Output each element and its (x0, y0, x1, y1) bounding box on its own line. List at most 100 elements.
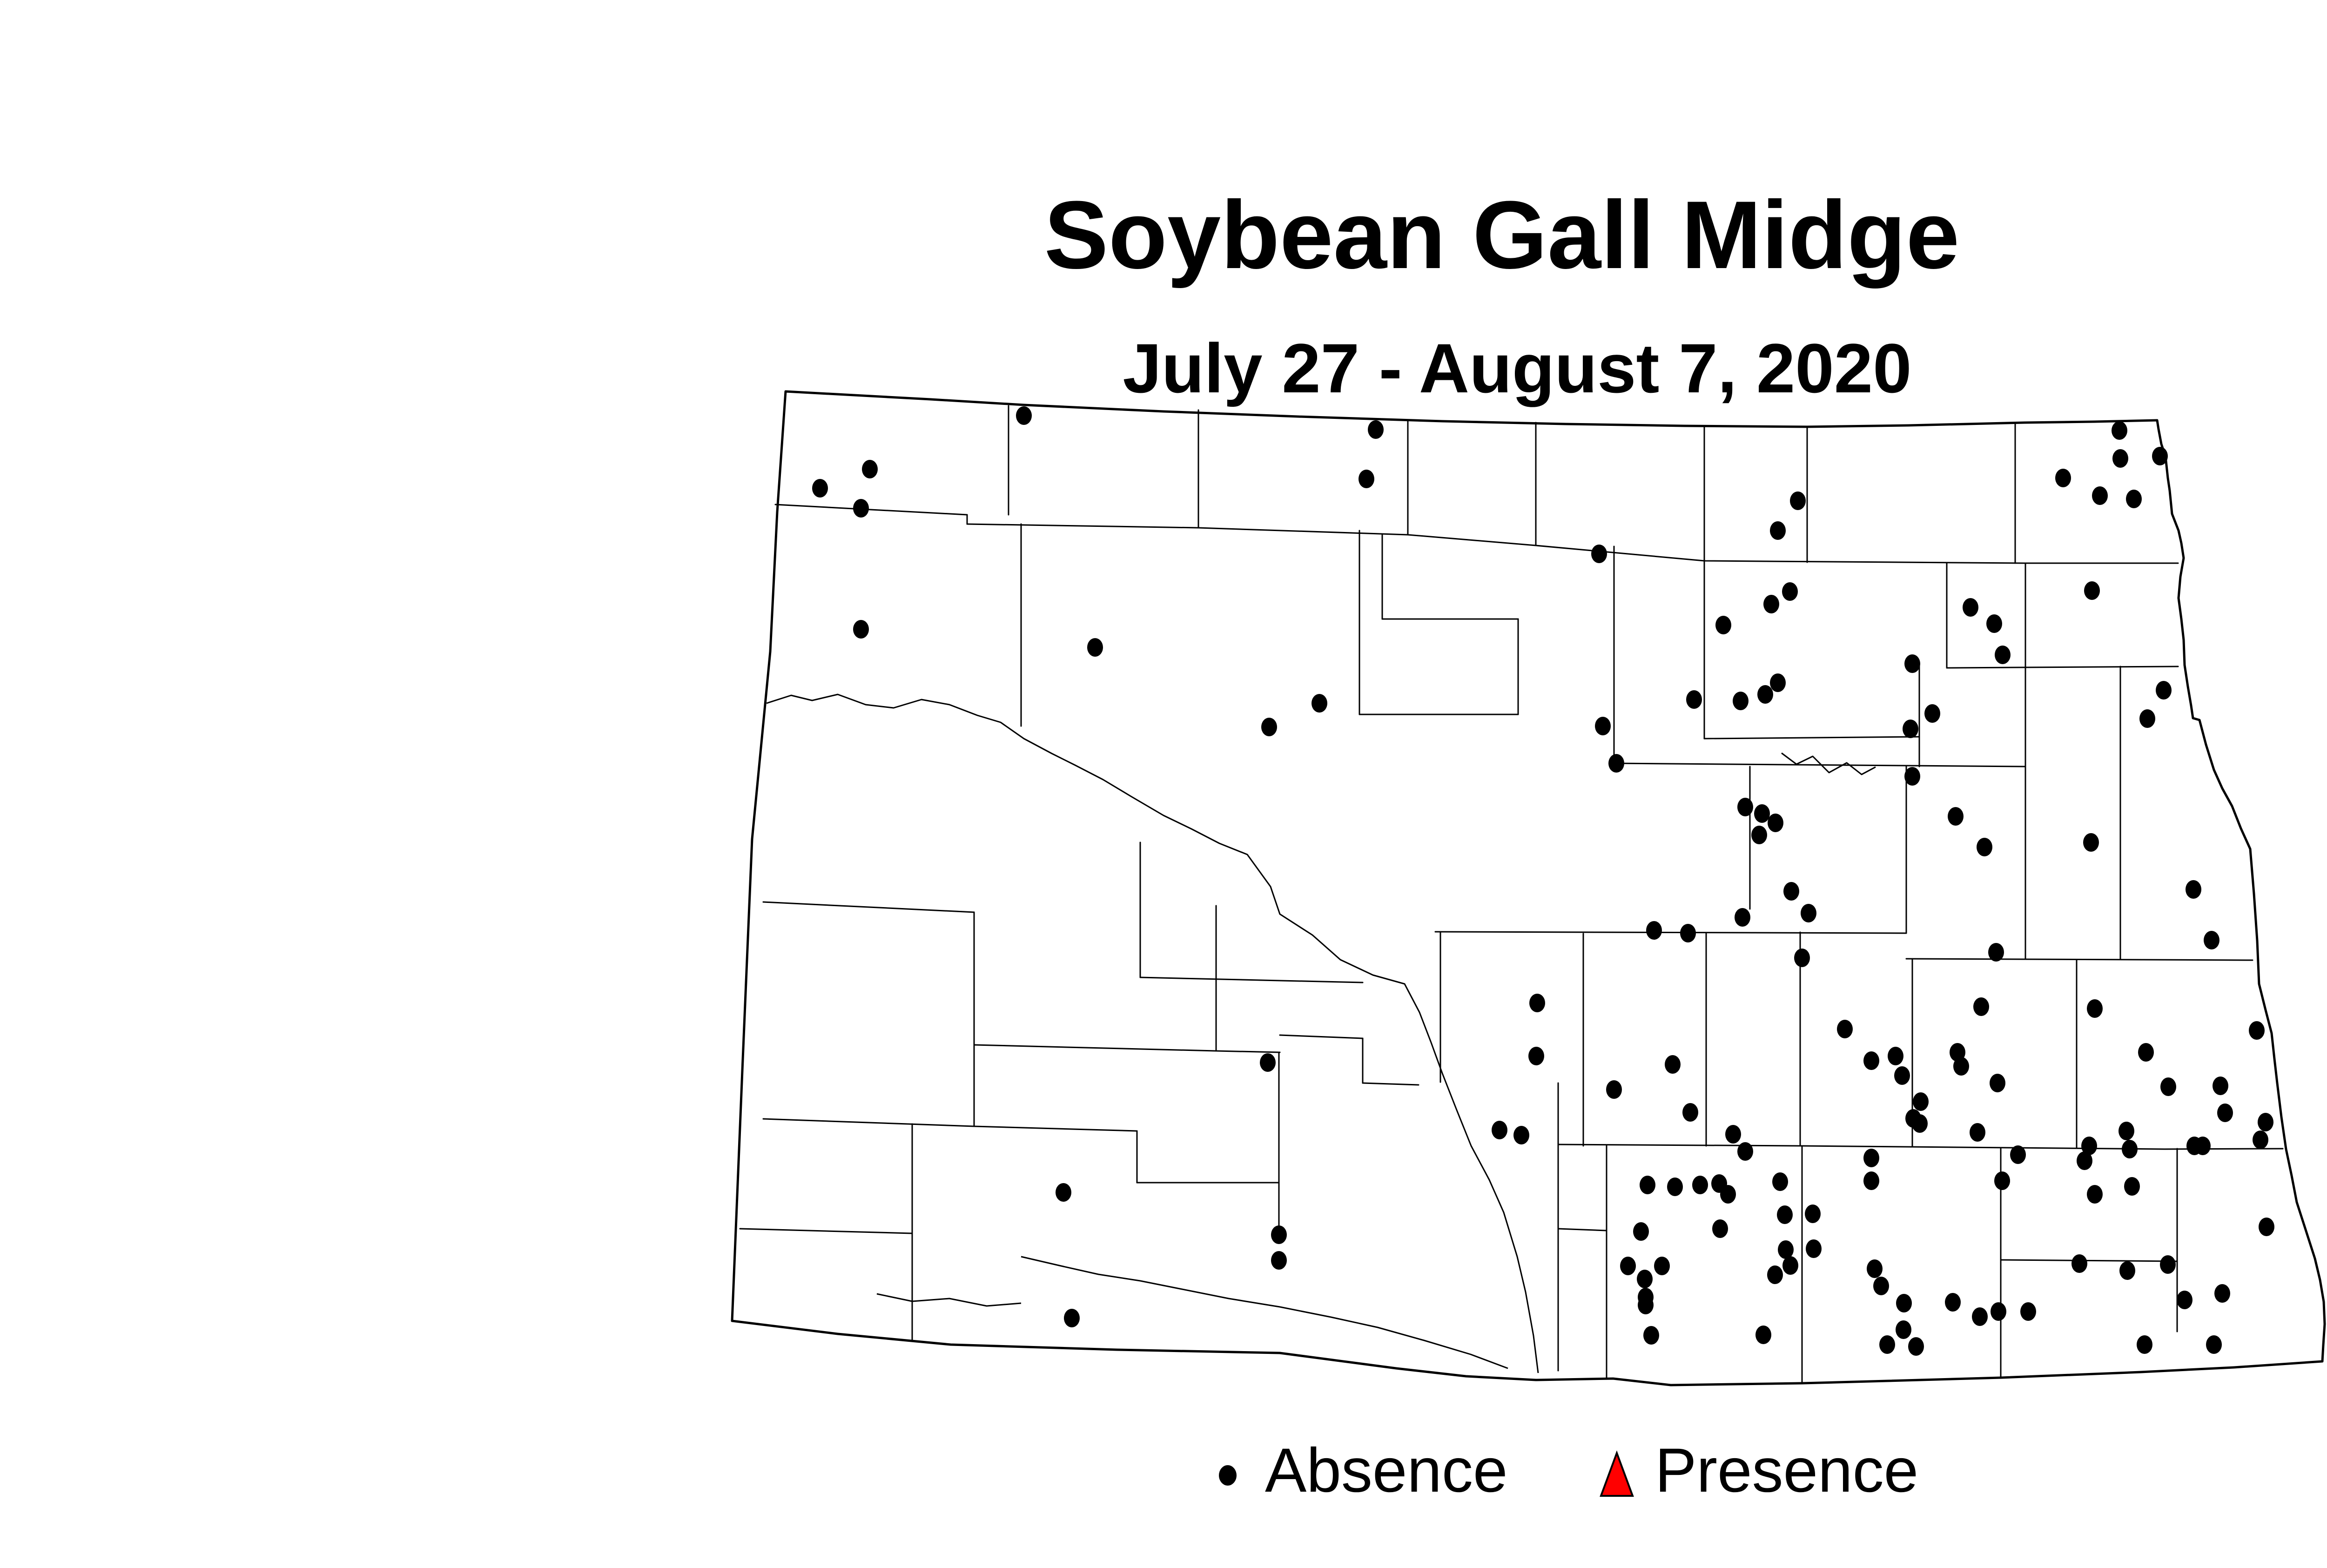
absence-dot (2071, 1254, 2087, 1273)
absence-dot (1896, 1320, 1911, 1339)
absence-dot (1368, 420, 1384, 439)
absence-dot (1064, 1309, 1080, 1327)
absence-dot (2213, 1077, 2228, 1095)
absence-dot (2119, 1122, 2134, 1140)
absence-dot (1801, 904, 1816, 922)
absence-dot (1770, 521, 1786, 540)
absence-dot (1654, 1257, 1670, 1275)
absence-dot (1896, 1294, 1912, 1312)
absence-dot (1606, 1080, 1622, 1099)
absence-dot (1359, 470, 1374, 488)
absence-dot (1994, 1171, 2010, 1190)
river-line (876, 1293, 1022, 1307)
absence-dot (1638, 1296, 1654, 1314)
absence-dot (1643, 1326, 1659, 1345)
absence-dot (2083, 833, 2099, 852)
absence-dot (1640, 1176, 1655, 1194)
absence-dot (2077, 1151, 2092, 1170)
county-line (2000, 1259, 2178, 1262)
page-title: Soybean Gall Midge (1044, 181, 1960, 289)
absence-dot (1751, 826, 1767, 844)
county-line (1905, 958, 2253, 961)
absence-dot (1608, 754, 1624, 773)
absence-dot (1770, 673, 1786, 692)
absence-dot (1879, 1335, 1895, 1354)
absence-dot (2160, 1077, 2176, 1096)
county-line (1703, 736, 1920, 740)
absence-dot (1763, 595, 1779, 613)
absence-dot (1988, 943, 2004, 962)
county-line (774, 504, 968, 516)
absence-dot (1867, 1259, 1883, 1278)
absence-dot (1692, 1176, 1708, 1194)
legend: Absence Presence (1219, 1436, 1918, 1505)
county-line (1279, 1034, 1364, 1039)
absence-dot (1837, 1020, 1853, 1038)
absence-dot (2139, 709, 2155, 728)
absence-dot (1863, 1171, 1879, 1190)
absence-dot (1591, 545, 1607, 563)
absence-dot (1888, 1047, 1903, 1065)
county-line (762, 1118, 1138, 1132)
absence-dot (1950, 1043, 1965, 1062)
absence-dot (1733, 692, 1749, 710)
absence-dot (1768, 814, 1783, 832)
county-line (1557, 1228, 1607, 1232)
county-line (973, 1044, 1281, 1053)
absence-dot (1720, 1185, 1736, 1204)
absence-dot (1970, 1123, 1985, 1142)
absence-dot (2160, 1255, 2176, 1274)
absence-dot (2206, 1335, 2222, 1354)
absence-dot (1963, 598, 1978, 617)
absence-dot (1986, 614, 2002, 633)
absence-dot (2253, 1131, 2268, 1149)
absence-dot (2195, 1137, 2211, 1155)
absence-dot (1778, 1240, 1794, 1259)
absence-dot (2177, 1291, 2192, 1309)
absence-dot (1995, 646, 2011, 664)
page-subtitle: July 27 - August 7, 2020 (1123, 329, 1911, 407)
absence-dot (1754, 804, 1770, 823)
legend-presence-label: Presence (1655, 1436, 1918, 1505)
county-line (1139, 976, 1364, 983)
absence-dot (1863, 1051, 1879, 1070)
absence-dot (2092, 486, 2108, 505)
absence-dot (1755, 1326, 1771, 1344)
absence-dot (1737, 798, 1753, 816)
absence-dot (1529, 994, 1545, 1012)
absence-dot (2214, 1284, 2230, 1303)
river-line (1781, 752, 1876, 775)
absence-dot (1513, 1126, 1529, 1144)
absence-dot (2124, 1177, 2140, 1196)
absence-dot (1924, 704, 1940, 723)
absence-dot (1903, 720, 1918, 738)
river-line (1021, 1256, 1508, 1369)
absence-dot (2055, 469, 2071, 487)
state-outline (731, 390, 2326, 1386)
absence-dot (1767, 1265, 1783, 1284)
absence-dot (853, 499, 869, 518)
absence-dot (1712, 1219, 1728, 1238)
absence-dots-layer (812, 406, 2274, 1356)
county-line (1613, 762, 2026, 767)
absence-dot (1715, 616, 1731, 634)
absence-dot (2249, 1021, 2265, 1040)
absence-dot (853, 620, 869, 639)
absence-dot-icon (1219, 1465, 1237, 1486)
absence-dot (1790, 491, 1806, 510)
absence-dot (812, 479, 828, 498)
absence-dot (862, 460, 878, 478)
absence-dot (2186, 880, 2201, 899)
absence-dot (1646, 921, 1662, 940)
absence-dot (2087, 999, 2103, 1018)
absence-dot (1680, 924, 1696, 942)
absence-dot (1913, 1092, 1929, 1111)
absence-dot (1972, 1307, 1988, 1326)
absence-dot (1735, 908, 1750, 927)
absence-dot (1953, 1057, 1969, 1076)
absence-dot (1990, 1074, 2005, 1092)
absence-dot (1908, 1337, 1924, 1356)
absence-dot (1737, 1142, 1753, 1161)
